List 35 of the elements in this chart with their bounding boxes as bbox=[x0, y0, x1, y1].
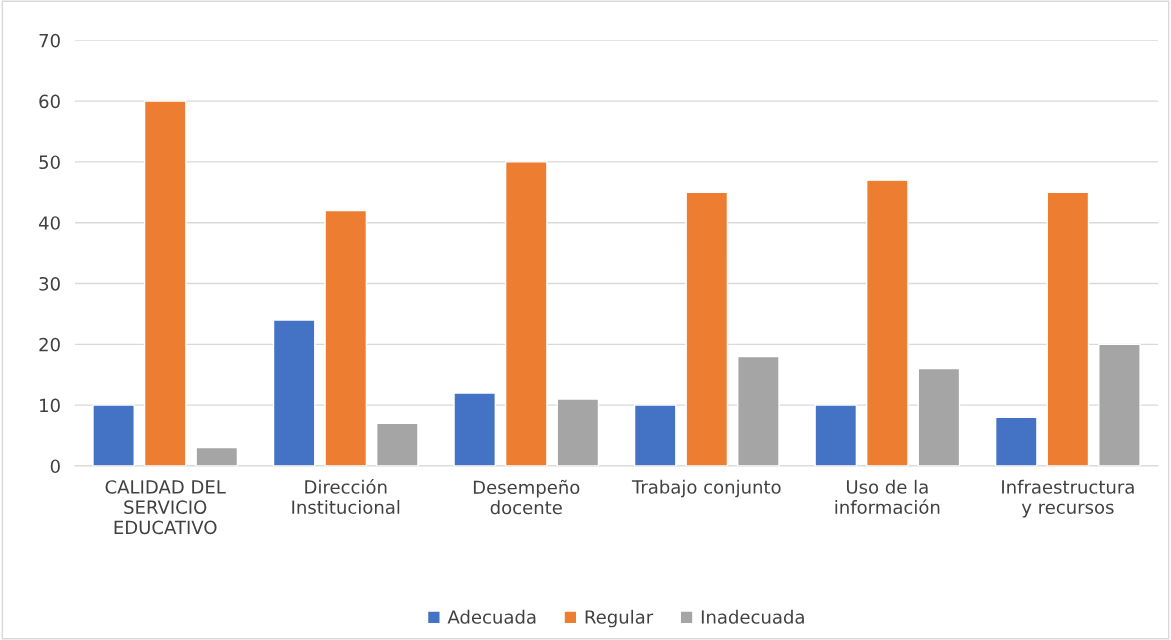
bar bbox=[504, 161, 548, 466]
legend-label: Adecuada bbox=[447, 609, 536, 624]
y-tick-label: 40 bbox=[38, 216, 60, 230]
y-tick-label: 10 bbox=[40, 398, 60, 413]
y-tick-label: 30 bbox=[39, 276, 60, 291]
bar bbox=[1098, 343, 1141, 466]
bar bbox=[1046, 191, 1090, 466]
bar bbox=[633, 404, 677, 466]
x-tick-label: Infraestructura y recursos bbox=[1002, 479, 1134, 518]
bar bbox=[814, 404, 858, 466]
bar bbox=[453, 392, 497, 466]
bar bbox=[272, 319, 316, 466]
bar bbox=[375, 422, 419, 466]
x-tick-label: Uso de la información bbox=[835, 479, 940, 514]
x-tick-label: Desempeño docente bbox=[473, 479, 580, 515]
bar bbox=[324, 209, 368, 466]
bar bbox=[195, 446, 239, 466]
y-tick-label: 50 bbox=[39, 155, 60, 170]
bar bbox=[917, 367, 961, 466]
bar bbox=[92, 404, 135, 466]
legend-label: Regular bbox=[585, 609, 654, 628]
bar bbox=[556, 398, 600, 466]
x-tick-label: Dirección Institucional bbox=[292, 479, 400, 514]
bar bbox=[685, 191, 729, 466]
bar bbox=[994, 416, 1038, 466]
y-tick-label: 20 bbox=[39, 337, 60, 352]
x-tick-label: CALIDAD DEL SERVICIO EDUCATIVO bbox=[105, 480, 226, 535]
y-tick-label: 0 bbox=[50, 459, 60, 474]
bar bbox=[143, 100, 187, 466]
bar bbox=[737, 355, 780, 466]
bar bbox=[865, 179, 909, 466]
y-tick-label: 60 bbox=[39, 94, 60, 109]
y-tick-label: 70 bbox=[39, 33, 60, 48]
x-tick-label: Trabajo conjunto bbox=[631, 479, 781, 498]
legend-label: Inadecuada bbox=[701, 609, 804, 624]
